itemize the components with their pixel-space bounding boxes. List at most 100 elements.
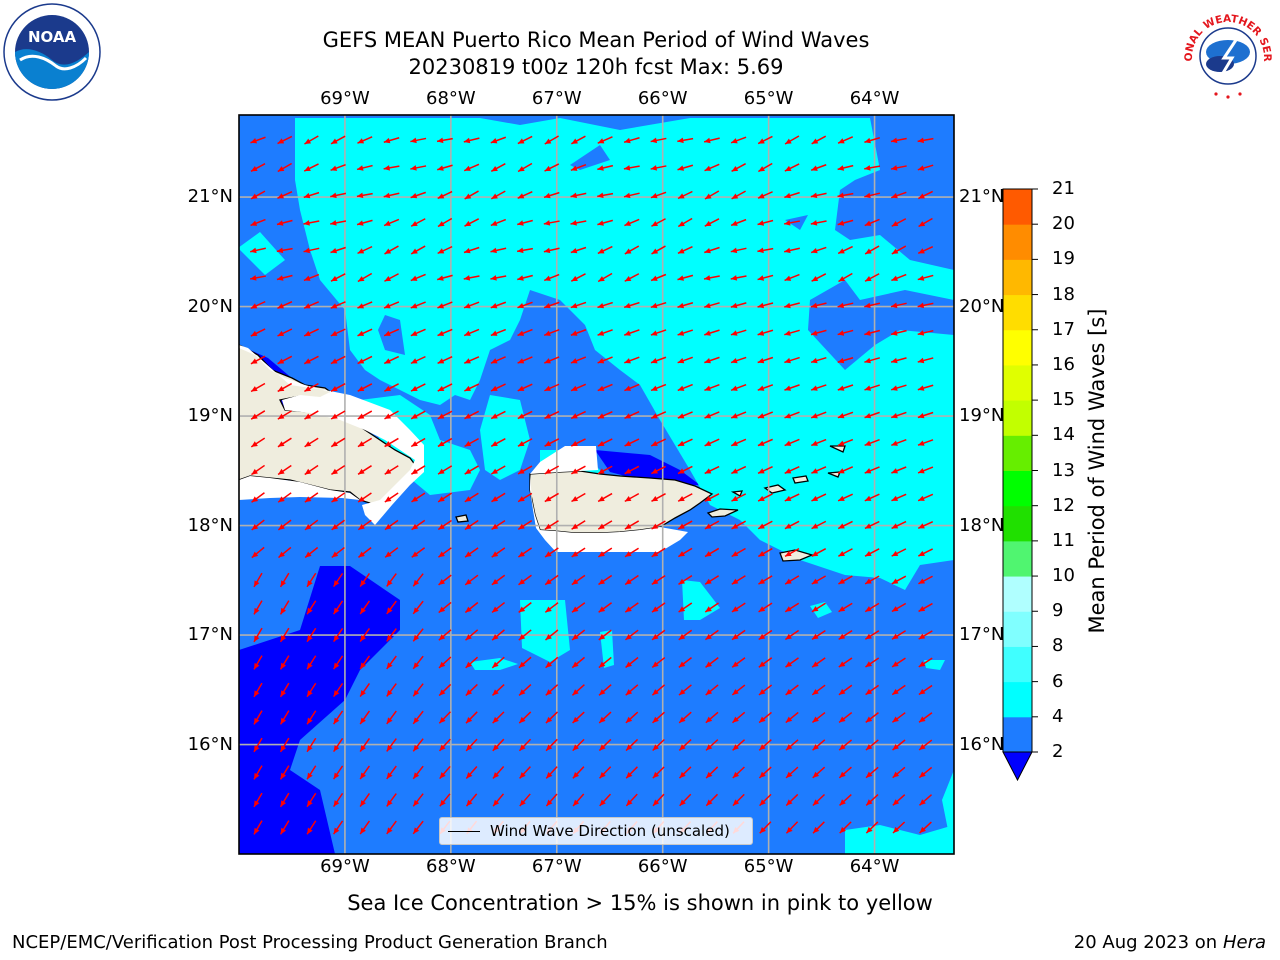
wind-wave-arrow: [306, 737, 317, 753]
colorbar-segment: [1003, 224, 1032, 260]
wind-wave-arrow: [597, 465, 613, 475]
wind-wave-arrow: [359, 655, 371, 670]
wind-wave-arrow: [730, 329, 747, 336]
wind-wave-arrow: [812, 766, 826, 779]
wind-wave-arrow: [517, 301, 533, 309]
wind-wave-arrow: [837, 357, 854, 364]
wind-wave-arrow: [917, 411, 934, 419]
wind-wave-arrow: [677, 329, 694, 336]
wind-wave-arrow: [704, 575, 720, 585]
wind-wave-arrow: [598, 602, 613, 613]
wind-wave-arrow: [386, 600, 397, 615]
wind-wave-arrow: [865, 657, 880, 668]
wind-wave-arrow: [651, 218, 666, 227]
wind-wave-arrow: [490, 275, 507, 281]
wind-wave-arrow: [731, 602, 746, 613]
wind-wave-arrow: [543, 328, 560, 337]
noaa-logo-text: NOAA: [28, 28, 77, 46]
wind-wave-arrow: [572, 711, 585, 724]
wind-wave-arrow: [890, 329, 907, 336]
wind-wave-arrow: [891, 493, 907, 502]
wind-wave-arrow: [253, 600, 263, 615]
colorbar-label: Mean Period of Wind Waves [s]: [1085, 308, 1109, 634]
wind-wave-arrow: [333, 792, 344, 808]
wind-wave-arrow: [253, 820, 263, 835]
wind-wave-arrow: [279, 600, 290, 615]
wind-wave-arrow: [731, 547, 746, 558]
footer-credit: NCEP/EMC/Verification Post Processing Pr…: [12, 932, 608, 953]
wind-wave-arrow: [838, 711, 853, 724]
wind-wave-arrow: [464, 410, 480, 420]
wind-wave-arrow: [253, 737, 263, 753]
wind-wave-arrow: [491, 547, 506, 558]
wind-wave-arrow: [598, 629, 612, 641]
wind-wave-arrow: [678, 739, 692, 751]
wind-wave-arrow: [677, 411, 693, 419]
wind-wave-arrow: [464, 437, 479, 448]
wind-wave-arrow: [731, 684, 746, 696]
wind-wave-arrow: [891, 602, 907, 613]
wind-wave-arrow: [490, 247, 507, 254]
wind-wave-arrow: [490, 438, 506, 447]
colorbar-segment: [1003, 540, 1032, 577]
colorbar-tick-label: 9: [1052, 600, 1064, 622]
wind-wave-arrow: [250, 328, 266, 337]
wind-wave-arrow: [518, 629, 532, 641]
wind-wave-arrow: [758, 575, 773, 585]
wind-wave-arrow: [891, 630, 906, 640]
axis-tick-label: 67°W: [531, 88, 582, 109]
wind-wave-arrow: [492, 738, 505, 752]
wind-wave-arrow: [758, 766, 772, 779]
wind-wave-arrow: [492, 711, 505, 724]
wind-wave-arrow: [703, 275, 720, 281]
wind-wave-arrow: [784, 135, 800, 145]
wind-wave-arrow: [253, 655, 263, 670]
wind-wave-arrow: [386, 683, 397, 697]
axis-tick-label: 69°W: [320, 88, 370, 109]
wind-wave-arrow: [864, 245, 880, 255]
wind-wave-arrow: [730, 302, 747, 309]
wind-wave-arrow: [598, 711, 612, 724]
wind-wave-arrow: [678, 711, 692, 724]
colorbar-segment: [1003, 470, 1032, 507]
wind-wave-arrow: [598, 574, 613, 586]
wind-wave-arrow: [650, 383, 667, 392]
wind-wave-arrow: [785, 739, 799, 751]
colorbar-tick-label: 18: [1052, 283, 1075, 305]
wind-wave-arrow: [623, 137, 640, 144]
wind-wave-arrow: [277, 355, 293, 365]
wind-wave-arrow: [732, 766, 745, 779]
wind-wave-arrow: [517, 410, 533, 420]
wind-wave-arrow: [386, 628, 397, 642]
wind-wave-arrow: [359, 738, 371, 752]
wind-wave-arrow: [678, 602, 693, 613]
wind-wave-arrow: [757, 162, 773, 173]
wind-wave-arrow: [730, 136, 747, 144]
wind-wave-arrow: [464, 190, 479, 200]
wind-wave-arrow: [490, 465, 506, 475]
wind-wave-arrow: [624, 273, 640, 282]
wind-wave-arrow: [652, 738, 665, 752]
wind-wave-arrow: [864, 438, 880, 447]
wind-wave-arrow: [279, 820, 290, 835]
wind-wave-arrow: [517, 383, 533, 392]
wind-wave-arrow: [358, 547, 372, 558]
wind-wave-arrow: [490, 410, 506, 420]
wind-wave-arrow: [331, 519, 345, 531]
wind-wave-arrow: [277, 382, 293, 393]
wind-wave-arrow: [732, 793, 745, 807]
wind-wave-arrow: [730, 275, 747, 281]
wind-wave-arrow: [784, 302, 800, 309]
wind-wave-arrow: [251, 546, 265, 559]
colorbar-segment: [1003, 681, 1032, 718]
wind-wave-arrow: [917, 329, 934, 336]
wind-wave-arrow: [359, 820, 371, 835]
wind-wave-arrow: [359, 710, 371, 725]
wind-wave-arrow: [705, 711, 719, 724]
wind-wave-arrow: [386, 710, 397, 725]
wind-wave-arrow: [333, 600, 344, 615]
wind-wave-arrow: [519, 793, 531, 807]
wind-wave-arrow: [730, 438, 747, 447]
wind-wave-arrow: [784, 466, 800, 474]
wind-wave-arrow: [464, 383, 480, 392]
